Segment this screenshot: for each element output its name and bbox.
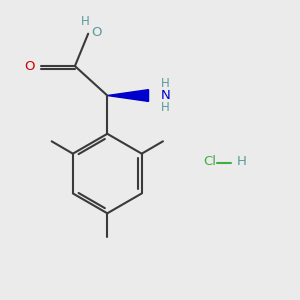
Text: H: H (161, 77, 170, 90)
Text: Cl: Cl (203, 155, 216, 168)
Text: H: H (161, 101, 170, 114)
Text: N: N (160, 89, 170, 102)
Text: H: H (237, 155, 247, 168)
Text: O: O (91, 26, 102, 39)
Text: O: O (24, 60, 34, 73)
Text: H: H (81, 15, 90, 28)
Polygon shape (107, 90, 148, 101)
